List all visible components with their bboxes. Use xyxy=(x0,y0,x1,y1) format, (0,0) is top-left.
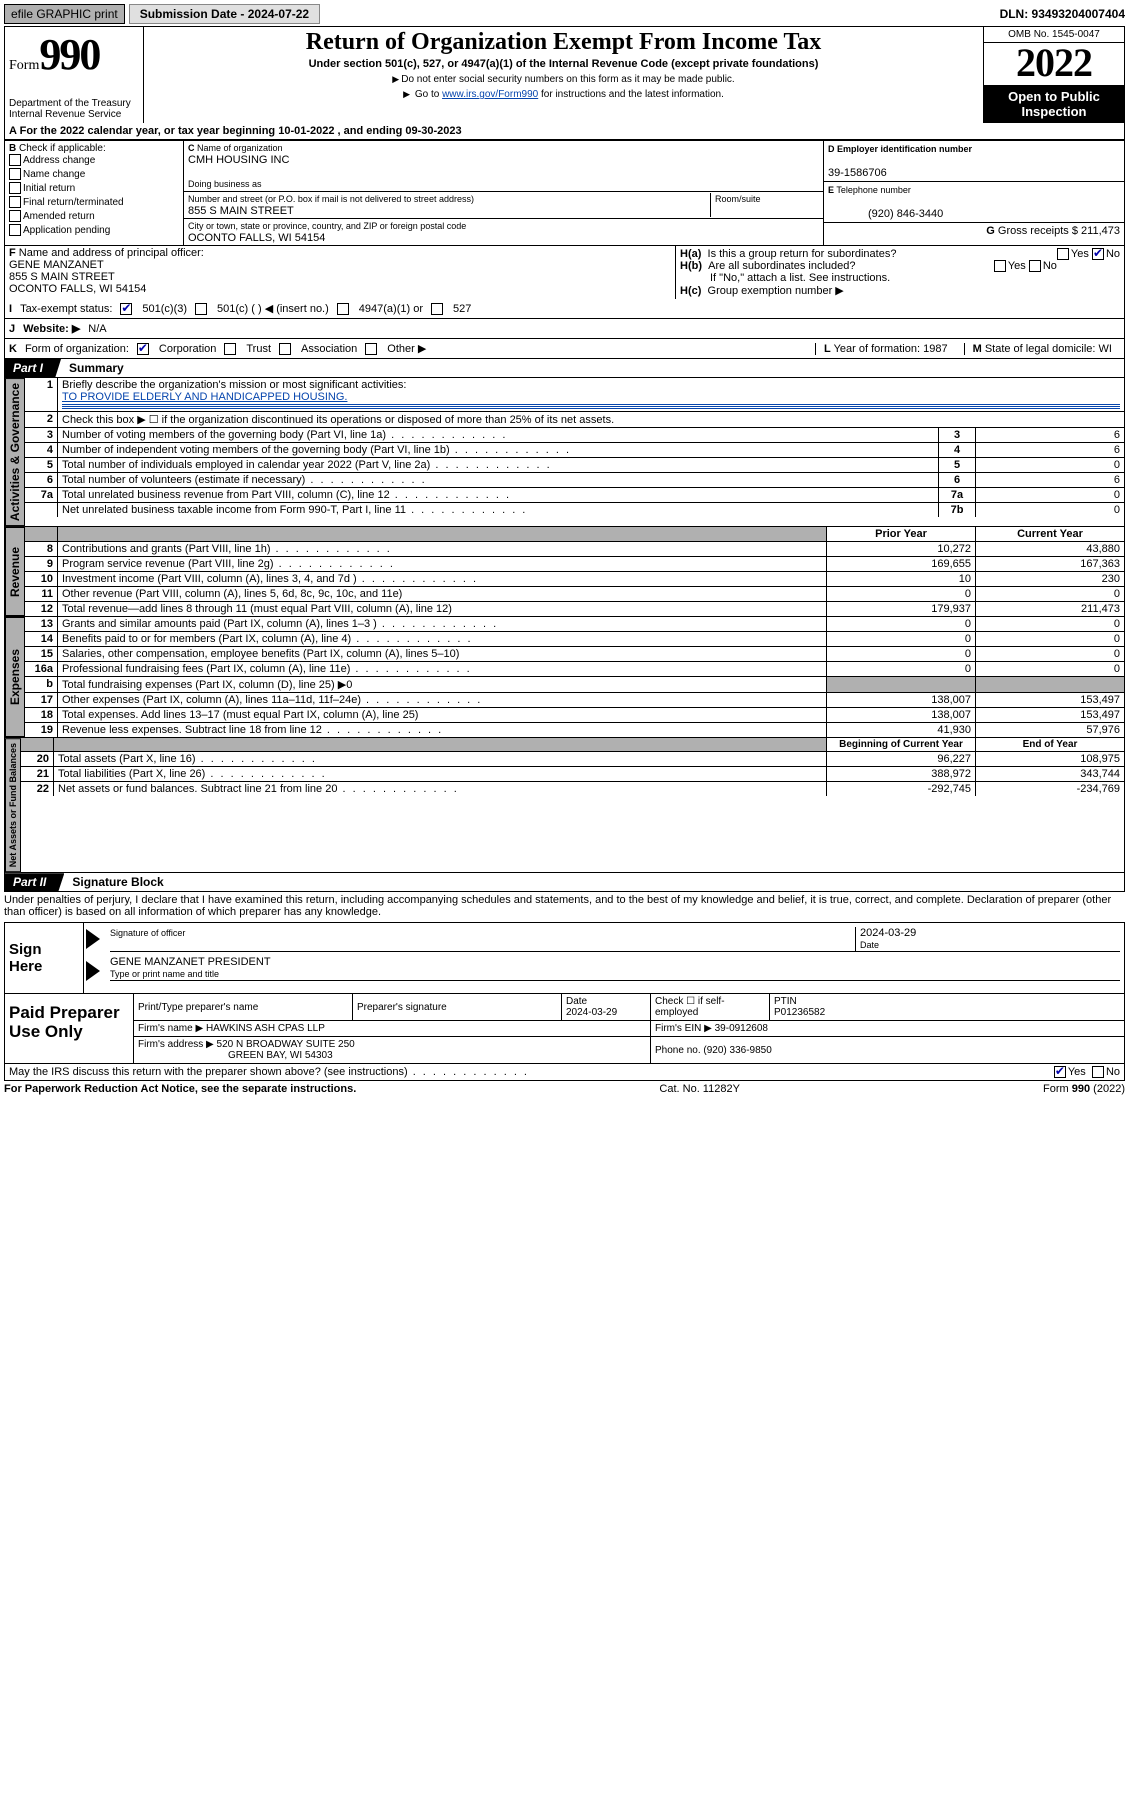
paid-preparer-block: Paid Preparer Use Only Print/Type prepar… xyxy=(4,994,1125,1064)
cb-amended[interactable]: Amended return xyxy=(9,210,179,224)
ssn-warning: Do not enter social security numbers on … xyxy=(150,74,977,85)
ptin: P01236582 xyxy=(774,1007,825,1018)
website-row: J Website: ▶ N/A xyxy=(4,319,1125,339)
check-applicable-column: B Check if applicable: Address change Na… xyxy=(5,141,184,245)
cb-assoc[interactable] xyxy=(279,343,291,355)
form-of-org-row: K Form of organization: Corporation Trus… xyxy=(4,339,1125,359)
identification-block: B Check if applicable: Address change Na… xyxy=(4,140,1125,245)
irs-link[interactable]: www.irs.gov/Form990 xyxy=(442,89,538,100)
sign-arrow-icon xyxy=(86,929,100,949)
cb-hb-yes[interactable] xyxy=(994,260,1006,272)
tab-governance: Activities & Governance xyxy=(5,378,25,526)
goto-instruction: Go to www.irs.gov/Form990 for instructio… xyxy=(150,89,977,100)
org-name: CMH HOUSING INC xyxy=(188,154,289,166)
top-toolbar: efile GRAPHIC print Submission Date - 20… xyxy=(4,4,1125,24)
cb-discuss-no[interactable] xyxy=(1092,1066,1104,1078)
mission-text[interactable]: TO PROVIDE ELDERLY AND HANDICAPPED HOUSI… xyxy=(62,391,347,403)
org-address: 855 S MAIN STREET xyxy=(188,205,294,217)
tax-year: 2022 xyxy=(984,43,1124,85)
name-address-block: C Name of organization CMH HOUSING INC D… xyxy=(184,141,823,245)
dept-label: Department of the Treasury Internal Reve… xyxy=(9,98,139,120)
cb-initial-return[interactable]: Initial return xyxy=(9,182,179,196)
tax-period-line: A For the 2022 calendar year, or tax yea… xyxy=(4,123,1125,140)
tab-revenue: Revenue xyxy=(5,527,25,616)
cb-other[interactable] xyxy=(365,343,377,355)
form-subtitle: Under section 501(c), 527, or 4947(a)(1)… xyxy=(150,58,977,70)
form-title: Return of Organization Exempt From Incom… xyxy=(150,29,977,56)
org-city: OCONTO FALLS, WI 54154 xyxy=(188,232,325,244)
cb-501c[interactable] xyxy=(195,303,207,315)
cb-4947[interactable] xyxy=(337,303,349,315)
cb-527[interactable] xyxy=(431,303,443,315)
cb-ha-yes[interactable] xyxy=(1057,248,1069,260)
dln-label: DLN: 93493204007404 xyxy=(1000,7,1125,21)
efile-label: efile GRAPHIC print xyxy=(4,4,125,24)
cb-discuss-yes[interactable] xyxy=(1054,1066,1066,1078)
declaration-text: Under penalties of perjury, I declare th… xyxy=(4,892,1125,920)
state-domicile: WI xyxy=(1099,343,1112,355)
cb-trust[interactable] xyxy=(224,343,236,355)
page-footer: For Paperwork Reduction Act Notice, see … xyxy=(4,1083,1125,1095)
cb-hb-no[interactable] xyxy=(1029,260,1041,272)
year-formation: 1987 xyxy=(923,343,947,355)
submission-date-button[interactable]: Submission Date - 2024-07-22 xyxy=(129,4,320,24)
sign-arrow-icon-2 xyxy=(86,961,100,981)
firm-addr: 520 N BROADWAY SUITE 250 xyxy=(217,1039,355,1050)
gross-receipts: 211,473 xyxy=(1081,225,1120,237)
part2-header: Part II Signature Block xyxy=(4,873,1125,892)
cb-address-change[interactable]: Address change xyxy=(9,154,179,168)
prep-date: 2024-03-29 xyxy=(566,1007,617,1018)
form-header: Form990 Department of the Treasury Inter… xyxy=(4,26,1125,123)
tab-expenses: Expenses xyxy=(5,617,25,737)
cb-final-return[interactable]: Final return/terminated xyxy=(9,196,179,210)
form-number: Form990 xyxy=(9,29,139,80)
phone-value: (920) 846-3440 xyxy=(868,208,943,220)
firm-phone: (920) 336-9850 xyxy=(703,1045,771,1056)
firm-name: HAWKINS ASH CPAS LLP xyxy=(206,1023,325,1034)
open-public-badge: Open to Public Inspection xyxy=(984,85,1124,123)
discuss-row: May the IRS discuss this return with the… xyxy=(4,1064,1125,1081)
sign-date: 2024-03-29 xyxy=(860,927,916,939)
part1-header: Part I Summary xyxy=(4,359,1125,378)
ein-phone-block: D Employer identification number 39-1586… xyxy=(823,141,1124,245)
firm-ein: 39-0912608 xyxy=(715,1023,768,1034)
cb-501c3[interactable] xyxy=(120,303,132,315)
cb-corp[interactable] xyxy=(137,343,149,355)
cb-name-change[interactable]: Name change xyxy=(9,168,179,182)
cb-application-pending[interactable]: Application pending xyxy=(9,224,179,238)
sign-here-block: Sign Here Signature of officer 2024-03-2… xyxy=(4,922,1125,994)
ein-value: 39-1586706 xyxy=(828,167,887,179)
cb-self-employed[interactable]: Check ☐ if self-employed xyxy=(651,994,770,1021)
room-suite: Room/suite xyxy=(711,193,819,217)
officer-sig-name: GENE MANZANET PRESIDENT xyxy=(110,956,271,968)
cb-ha-no[interactable] xyxy=(1092,248,1104,260)
website-value: N/A xyxy=(88,323,106,335)
officer-name: GENE MANZANET xyxy=(9,259,104,271)
tab-net-assets: Net Assets or Fund Balances xyxy=(5,738,21,872)
tax-status-row: I Tax-exempt status: 501(c)(3) 501(c) ( … xyxy=(4,299,1125,319)
officer-group-row: F Name and address of principal officer:… xyxy=(4,245,1125,299)
